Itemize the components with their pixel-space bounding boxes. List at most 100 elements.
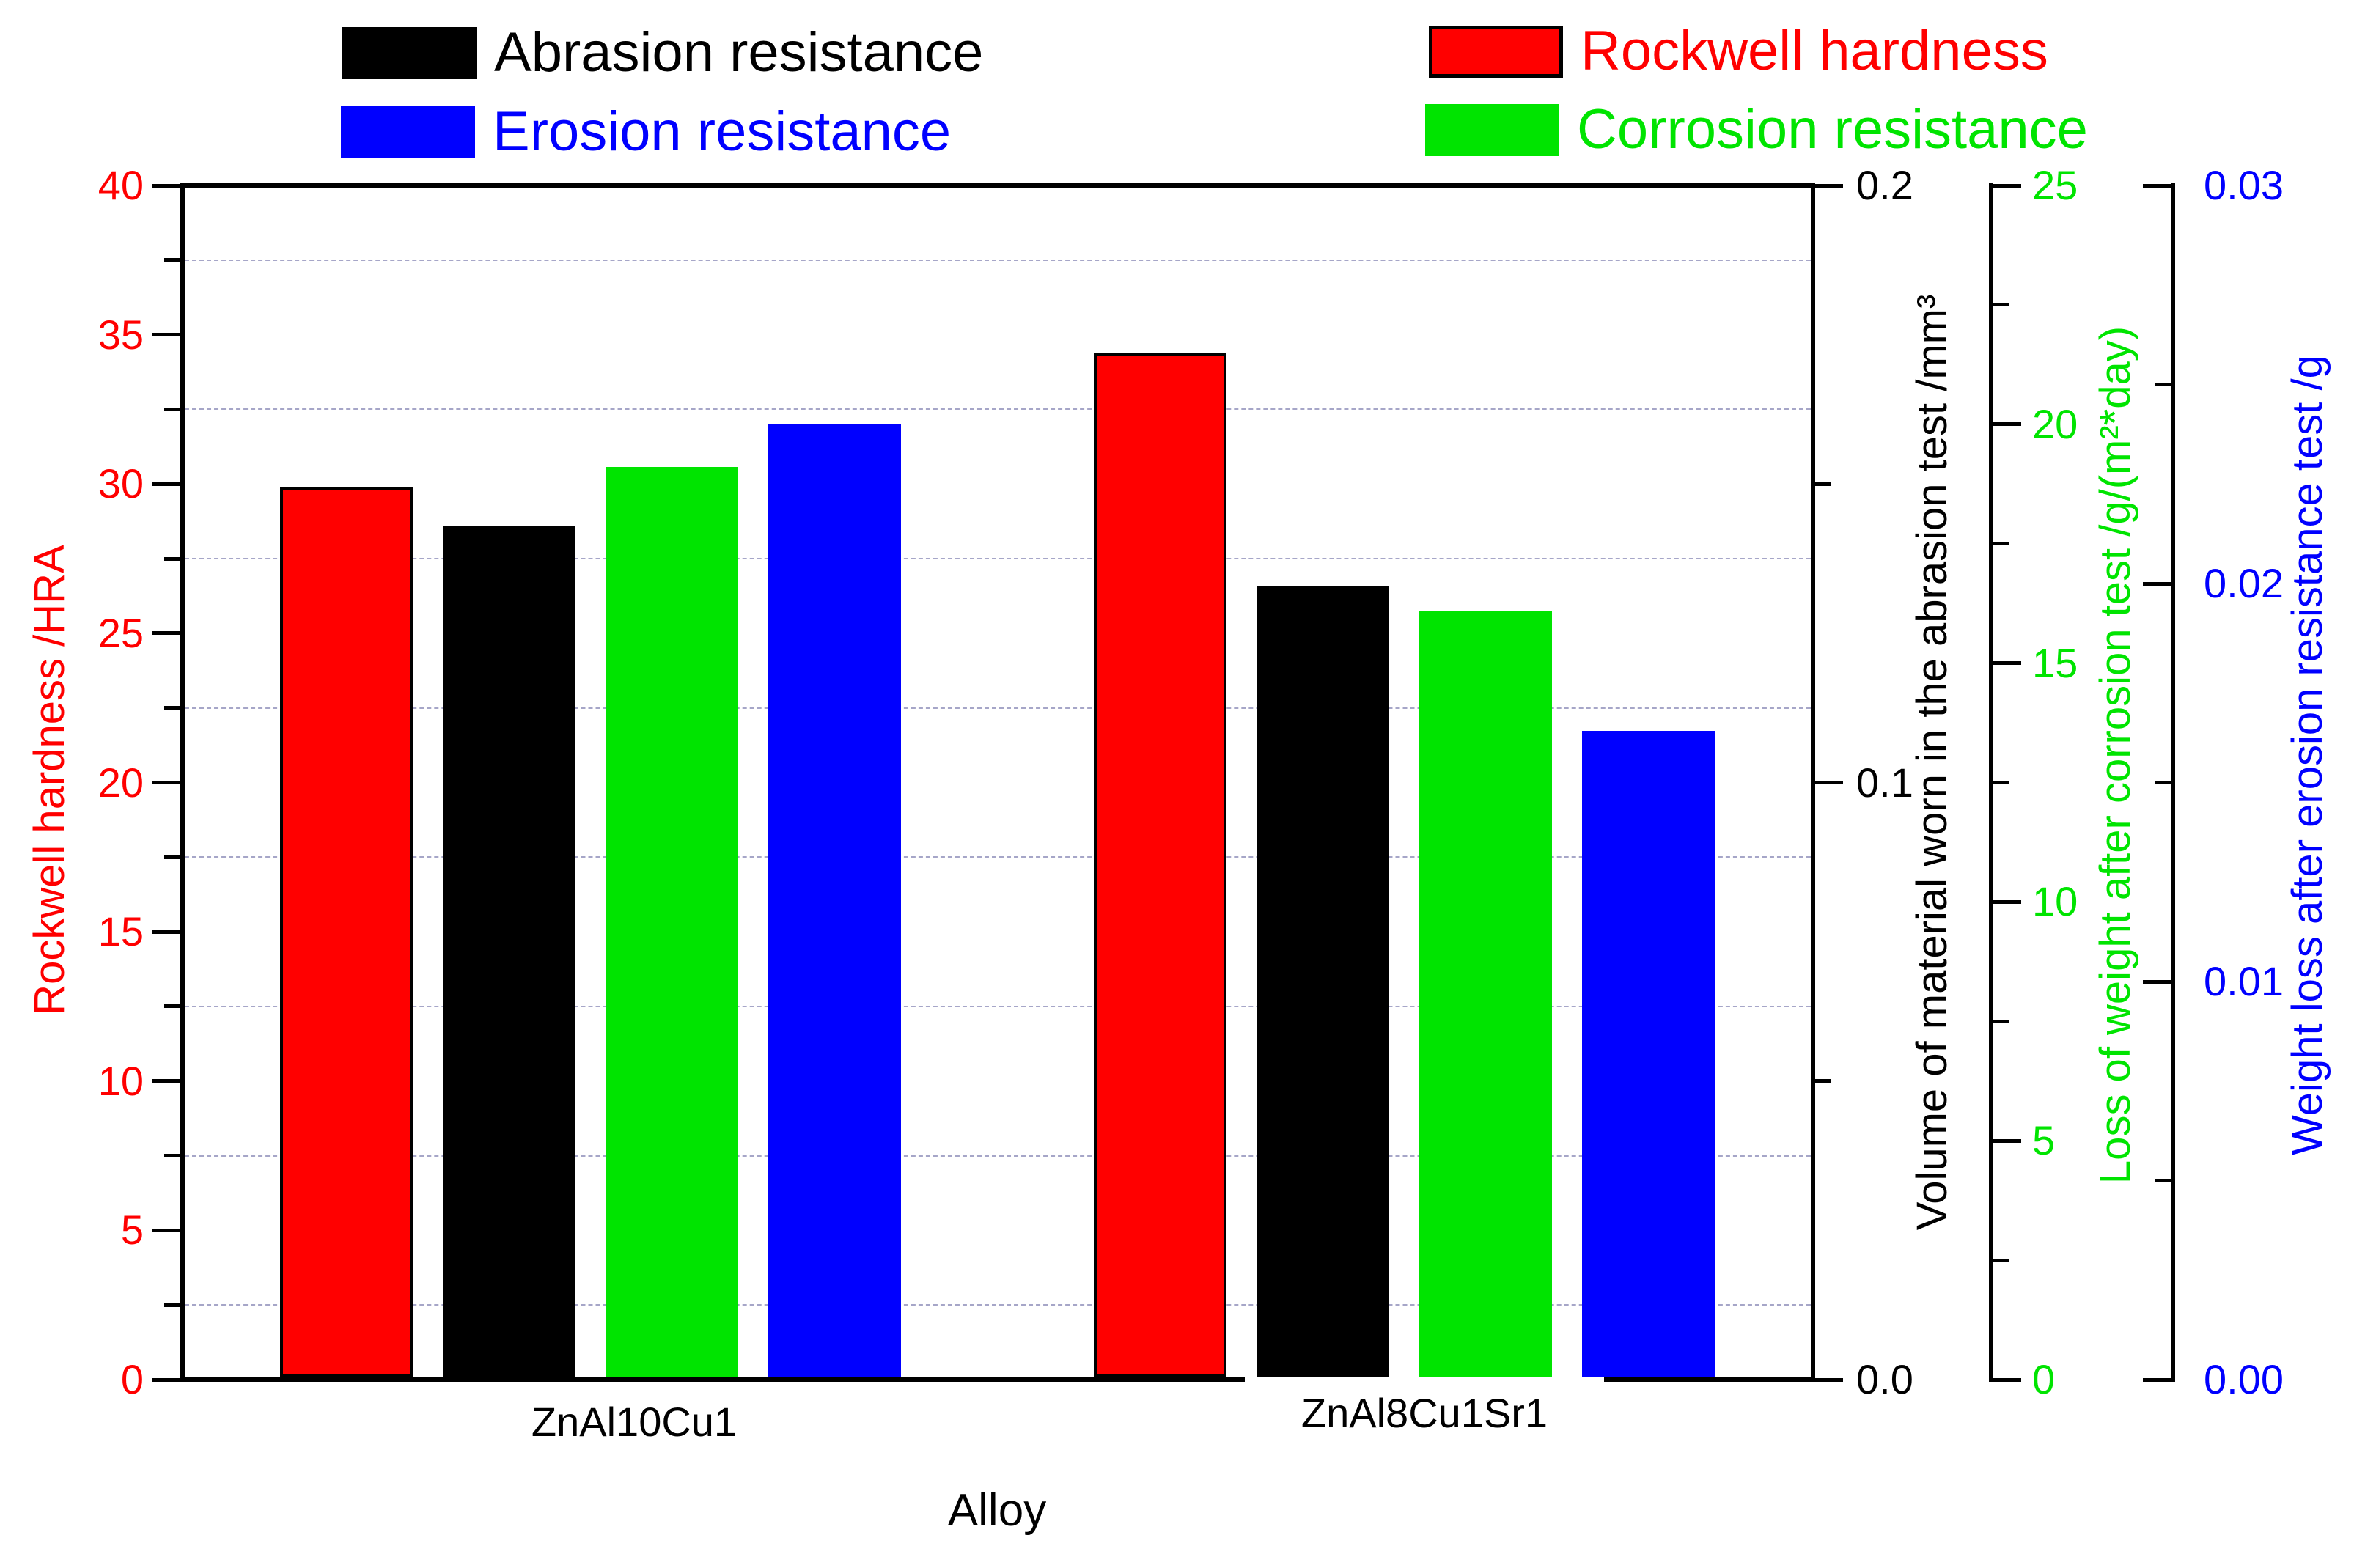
bar-abrasion-ZnAl8Cu1Sr1 — [1256, 585, 1389, 1377]
major-tick-corrosion — [1993, 422, 2021, 427]
corrosion-axis-title: Loss of weight after corrosion test /g/(… — [2092, 325, 2139, 1185]
erosion-axis-spine — [2171, 183, 2175, 1382]
legend-item-corrosion: Corrosion resistance — [1425, 100, 2088, 159]
x-axis-title: Alloy — [947, 1485, 1047, 1536]
minor-tick-rockwell — [164, 407, 180, 411]
minor-gridline — [185, 1304, 1811, 1306]
minor-tick-erosion — [2155, 383, 2171, 386]
minor-tick-corrosion — [1993, 781, 2009, 784]
tick-label-corrosion: 0 — [2032, 1356, 2056, 1402]
legend-label: Erosion resistance — [493, 100, 952, 163]
bar-corrosion-ZnAl8Cu1Sr1 — [1419, 610, 1552, 1377]
tick-label-abrasion: 0.0 — [1856, 1356, 1913, 1402]
tick-label-abrasion: 0.1 — [1856, 759, 1913, 806]
legend-item-erosion: Erosion resistance — [341, 103, 951, 161]
tick-label-rockwell: 35 — [98, 311, 144, 358]
minor-gridline — [185, 1155, 1811, 1157]
minor-tick-abrasion — [1815, 482, 1831, 486]
minor-tick-abrasion — [1815, 1079, 1831, 1083]
tick-label-corrosion: 15 — [2032, 639, 2078, 686]
legend-item-abrasion: Abrasion resistance — [342, 23, 983, 82]
corrosion-axis-spine — [1989, 183, 1993, 1382]
major-tick-rockwell — [152, 1079, 180, 1083]
bar-erosion-ZnAl8Cu1Sr1 — [1581, 730, 1715, 1377]
tick-label-abrasion: 0.2 — [1856, 162, 1913, 208]
minor-tick-rockwell — [164, 556, 180, 561]
bottom-axis-spine — [180, 1377, 1815, 1382]
legend-label: Abrasion resistance — [494, 21, 984, 84]
minor-gridline — [185, 1005, 1811, 1007]
major-tick-erosion — [2143, 1377, 2171, 1382]
tick-label-rockwell: 30 — [98, 460, 144, 507]
rockwell-legend-swatch — [1429, 25, 1563, 78]
minor-tick-rockwell — [164, 855, 180, 859]
bar-abrasion-ZnAl10Cu1 — [442, 526, 575, 1377]
left-axis-spine — [180, 183, 185, 1382]
erosion-axis-title: Weight loss after erosion resistance tes… — [2284, 355, 2331, 1155]
minor-gridline — [185, 856, 1811, 858]
major-tick-rockwell — [152, 781, 180, 784]
minor-tick-rockwell — [164, 1004, 180, 1009]
rockwell-axis-title: Rockwell hardness /HRA — [26, 545, 73, 1015]
tick-label-erosion: 0.03 — [2204, 162, 2284, 208]
major-tick-rockwell — [152, 333, 180, 337]
major-tick-erosion — [2143, 979, 2171, 984]
major-tick-corrosion — [1993, 1138, 2021, 1143]
major-tick-rockwell — [152, 1228, 180, 1232]
minor-gridline — [185, 558, 1811, 560]
minor-tick-erosion — [2155, 1179, 2171, 1182]
minor-tick-corrosion — [1993, 1258, 2009, 1262]
major-tick-rockwell — [152, 1377, 180, 1382]
tick-label-rockwell: 20 — [98, 759, 144, 806]
tick-label-erosion: 0.00 — [2204, 1356, 2284, 1402]
minor-gridline — [185, 408, 1811, 411]
category-label-znal8cu1sr1: ZnAl8Cu1Sr1 — [1301, 1390, 1548, 1436]
minor-tick-rockwell — [164, 1303, 180, 1307]
tick-label-erosion: 0.02 — [2204, 560, 2284, 606]
major-tick-corrosion — [1993, 899, 2021, 904]
tick-label-corrosion: 10 — [2032, 878, 2078, 925]
major-tick-rockwell — [152, 930, 180, 934]
tick-label-corrosion: 5 — [2032, 1117, 2056, 1164]
tick-label-rockwell: 40 — [98, 162, 144, 208]
minor-tick-corrosion — [1993, 542, 2009, 546]
major-tick-corrosion — [1993, 1377, 2021, 1382]
tick-label-rockwell: 15 — [98, 908, 144, 955]
tick-label-corrosion: 20 — [2032, 400, 2078, 447]
tick-label-rockwell: 10 — [98, 1057, 144, 1104]
category-label-znal8cu1sr1-box: ZnAl8Cu1Sr1 — [1245, 1374, 1604, 1456]
abrasion-axis-title: Volume of material worn in the abrasion … — [1908, 294, 1956, 1231]
minor-tick-erosion — [2155, 781, 2171, 784]
right-axis-spine — [1811, 183, 1815, 1382]
minor-tick-rockwell — [164, 258, 180, 262]
legend-item-rockwell: Rockwell hardness — [1429, 22, 2048, 81]
major-tick-erosion — [2143, 581, 2171, 586]
major-tick-rockwell — [152, 631, 180, 636]
category-label-znal10cu1: ZnAl10Cu1 — [531, 1399, 738, 1445]
legend-label: Corrosion resistance — [1577, 98, 2088, 161]
bar-erosion-ZnAl10Cu1 — [768, 424, 901, 1377]
major-tick-rockwell — [152, 482, 180, 486]
minor-tick-rockwell — [164, 1154, 180, 1158]
bar-corrosion-ZnAl10Cu1 — [605, 467, 738, 1377]
bar-rockwell-ZnAl8Cu1Sr1 — [1093, 353, 1226, 1377]
minor-gridline — [185, 259, 1811, 261]
major-tick-corrosion — [1993, 183, 2021, 188]
major-tick-rockwell — [152, 183, 180, 188]
major-tick-abrasion — [1815, 781, 1843, 784]
major-tick-erosion — [2143, 183, 2171, 188]
abrasion-legend-swatch — [342, 26, 477, 79]
tick-label-rockwell: 25 — [98, 609, 144, 656]
minor-gridline — [185, 707, 1811, 709]
minor-tick-corrosion — [1993, 1019, 2009, 1023]
major-tick-abrasion — [1815, 1377, 1843, 1382]
legend-label: Rockwell hardness — [1581, 20, 2048, 82]
minor-tick-corrosion — [1993, 303, 2009, 307]
bar-rockwell-ZnAl10Cu1 — [279, 487, 413, 1377]
tick-label-rockwell: 5 — [120, 1207, 144, 1254]
minor-tick-rockwell — [164, 706, 180, 710]
tick-label-rockwell: 0 — [120, 1356, 144, 1402]
major-tick-corrosion — [1993, 661, 2021, 666]
corrosion-legend-swatch — [1425, 103, 1559, 156]
